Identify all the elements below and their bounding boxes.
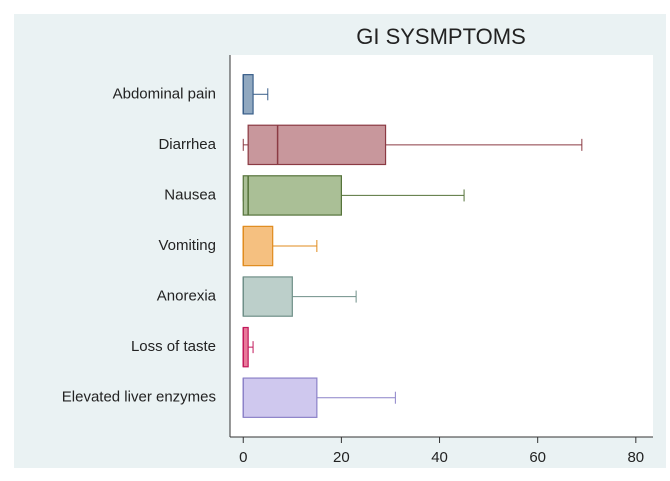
x-tick-label: 60: [529, 449, 546, 466]
x-tick-label: 40: [431, 449, 448, 466]
y-tick-label: Vomiting: [158, 237, 216, 254]
y-tick-label: Diarrhea: [158, 136, 216, 153]
box: [242, 377, 318, 418]
box: [247, 124, 387, 166]
y-tick-label: Abdominal pain: [113, 85, 216, 102]
y-tick-label: Nausea: [164, 186, 216, 203]
box: [242, 74, 254, 115]
box: [242, 225, 274, 267]
y-tick-label: Elevated liver enzymes: [62, 389, 216, 406]
box: [242, 175, 342, 216]
y-tick-label: Loss of taste: [131, 338, 216, 355]
y-tick-label: Anorexia: [157, 288, 217, 305]
x-tick-label: 80: [627, 449, 644, 466]
chart-title: GI SYSMPTOMS: [356, 24, 526, 49]
x-tick-label: 0: [239, 449, 247, 466]
x-tick-label: 20: [333, 449, 350, 466]
box: [242, 276, 293, 317]
